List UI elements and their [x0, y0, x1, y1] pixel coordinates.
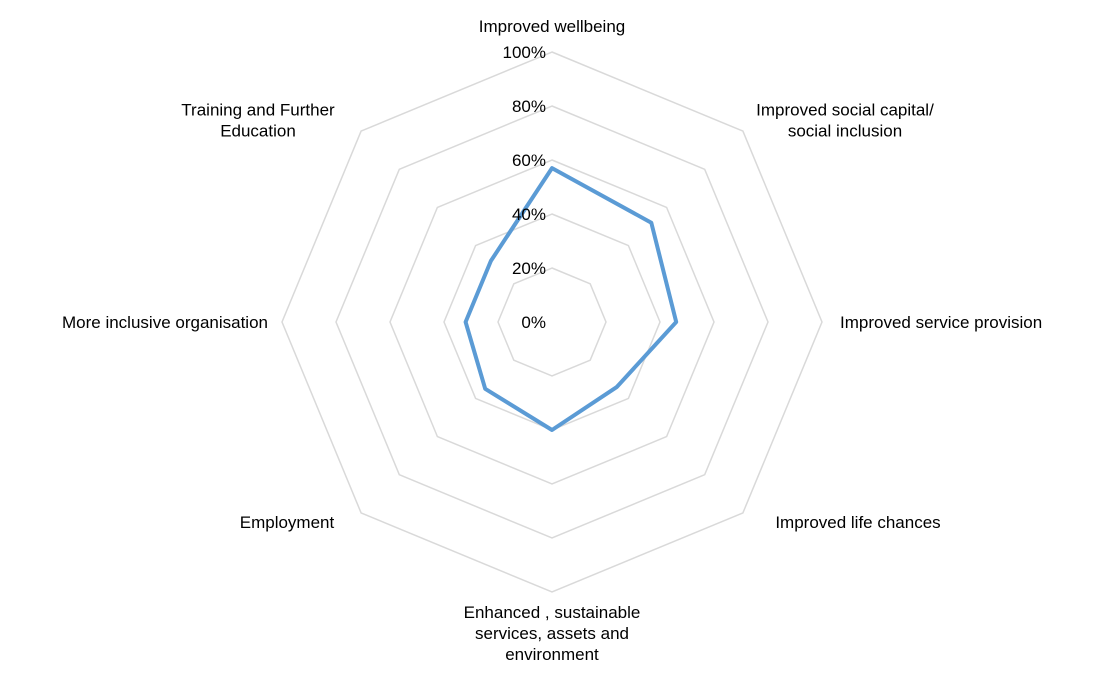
category-label: Improved wellbeing: [479, 17, 625, 36]
category-label: Improved social capital/social inclusion: [756, 101, 934, 141]
tick-label: 100%: [503, 43, 546, 62]
tick-label: 80%: [512, 97, 546, 116]
series-line: [463, 166, 679, 432]
category-label: Improved life chances: [775, 513, 940, 532]
radial-tick-labels: 0% 20% 40% 60% 80% 100%: [503, 43, 546, 332]
category-label: Training and Further Education: [181, 101, 335, 141]
grid-ring: [389, 159, 715, 485]
grid-ring: [335, 105, 769, 539]
tick-label: 0%: [521, 313, 546, 332]
category-label: More inclusive organisation: [62, 313, 268, 332]
tick-label: 40%: [512, 205, 546, 224]
grid-ring: [497, 267, 607, 377]
radar-series: [463, 166, 679, 432]
radar-grid: [281, 51, 823, 593]
category-label: Improved service provision: [840, 313, 1042, 332]
category-label: Employment: [240, 513, 335, 532]
grid-ring: [281, 51, 823, 593]
tick-label: 20%: [512, 259, 546, 278]
tick-label: 60%: [512, 151, 546, 170]
category-labels: Improved wellbeing Improved social capita…: [62, 17, 1042, 664]
category-label: Enhanced , sustainable services, assets a…: [464, 603, 641, 664]
grid-ring: [443, 213, 661, 431]
